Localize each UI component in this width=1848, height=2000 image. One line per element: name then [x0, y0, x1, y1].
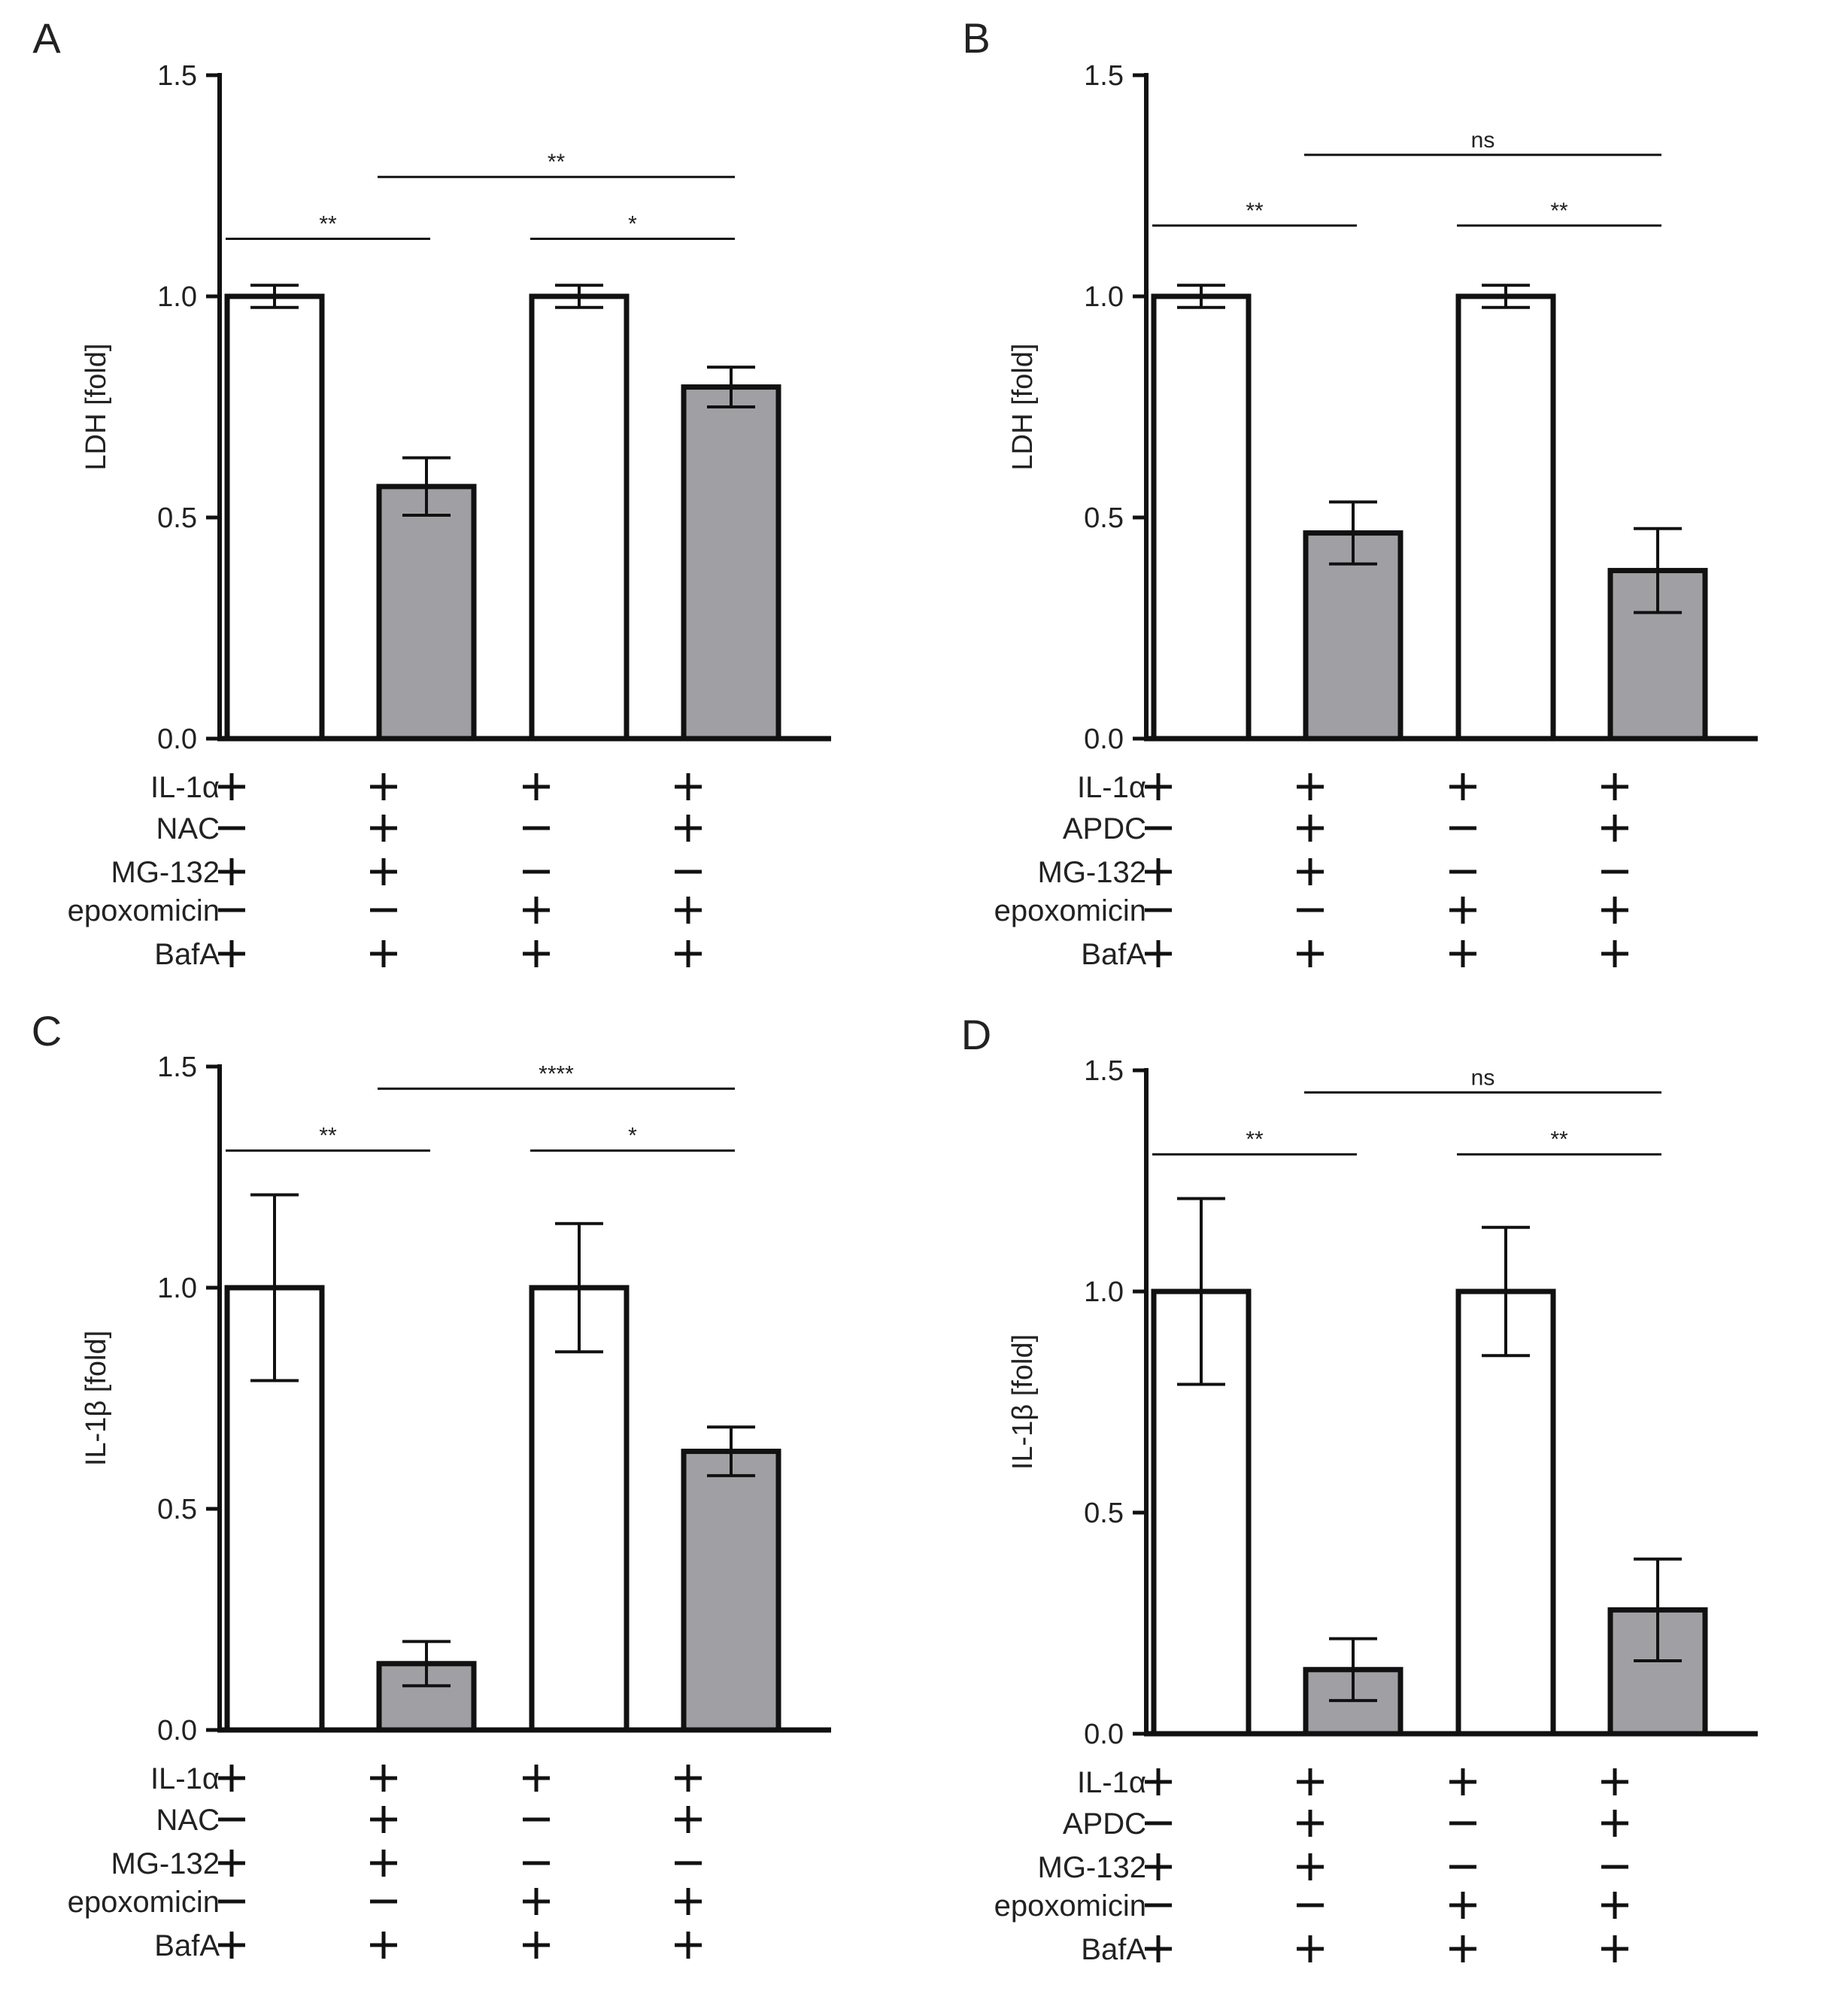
- significance-label: ****: [539, 1061, 574, 1086]
- y-tick-label: 0.5: [157, 1494, 197, 1525]
- bar: [681, 1449, 781, 1733]
- y-tick-label: 0.0: [157, 724, 197, 755]
- panel-c: C0.00.51.01.5IL-1β [fold]** *****IL-1αNAC…: [32, 1007, 831, 1962]
- treatment-label: MG-132: [1038, 856, 1147, 889]
- y-axis-label: IL-1β [fold]: [80, 1331, 112, 1466]
- treatment-label: epoxomicin: [68, 1886, 220, 1919]
- significance-label: **: [319, 1124, 337, 1149]
- y-tick-label: 1.5: [1084, 60, 1124, 92]
- bar: [1151, 293, 1252, 742]
- treatment-label: epoxomicin: [994, 1889, 1146, 1923]
- significance-label: *: [628, 212, 637, 237]
- treatment-label: BafA: [154, 938, 220, 971]
- bar: [1455, 1288, 1556, 1737]
- significance-label: **: [1550, 199, 1568, 223]
- y-tick-label: 1.5: [157, 60, 197, 92]
- significance-label: **: [548, 150, 566, 175]
- bar: [529, 293, 630, 742]
- y-tick-label: 1.0: [1084, 1276, 1124, 1308]
- y-tick-label: 0.0: [1084, 724, 1124, 755]
- treatment-label: APDC: [1063, 812, 1146, 845]
- y-tick-label: 1.5: [157, 1052, 197, 1083]
- bar: [1303, 530, 1403, 742]
- panel-letter: D: [961, 1011, 991, 1058]
- panel-letter: B: [962, 14, 990, 62]
- significance-label: ns: [1471, 1065, 1495, 1090]
- significance-label: **: [319, 212, 337, 237]
- treatment-label: IL-1α: [1077, 771, 1146, 804]
- significance-label: ns: [1471, 128, 1495, 153]
- treatment-label: MG-132: [1038, 1851, 1147, 1884]
- significance-label: **: [1246, 199, 1264, 223]
- bar: [376, 484, 477, 742]
- bar: [224, 293, 325, 742]
- panel-d: D 0.0 0.5 1.0 1.5 IL-1β [fold] ** ** ns IL-1α APDC…: [961, 1011, 1758, 1966]
- treatment-label: NAC: [156, 1804, 220, 1837]
- panel-letter: C: [32, 1007, 62, 1055]
- y-tick-label: 0.5: [1084, 502, 1124, 534]
- treatment-label: epoxomicin: [994, 894, 1146, 927]
- bar: [681, 384, 781, 742]
- treatment-label: IL-1α: [1077, 1766, 1146, 1799]
- y-tick-label: 1.0: [1084, 281, 1124, 313]
- treatment-label: IL-1α: [150, 1762, 220, 1795]
- treatment-label: BafA: [154, 1929, 220, 1962]
- treatment-label: MG-132: [111, 856, 220, 889]
- y-tick-label: 1.0: [157, 281, 197, 313]
- panel-b: B 0.0 0.5 1.0 1.5 LDH [fold] ** ** ns IL-1α APDC MG…: [962, 14, 1758, 971]
- y-tick-label: 0.5: [1084, 1498, 1124, 1529]
- treatment-label: IL-1α: [150, 771, 220, 804]
- significance-label: **: [1246, 1127, 1264, 1152]
- treatment-label: MG-132: [111, 1847, 220, 1880]
- significance-label: *: [628, 1124, 637, 1149]
- bar: [1455, 293, 1556, 742]
- panel-letter: A: [32, 14, 61, 62]
- treatment-label: BafA: [1081, 938, 1146, 971]
- y-tick-label: 0.0: [1084, 1719, 1124, 1750]
- treatment-label: NAC: [156, 812, 220, 845]
- treatment-label: BafA: [1081, 1933, 1146, 1966]
- y-tick-label: 0.0: [157, 1715, 197, 1747]
- significance-label: **: [1550, 1127, 1568, 1152]
- y-tick-label: 0.5: [157, 502, 197, 534]
- y-tick-label: 1.0: [157, 1273, 197, 1304]
- y-tick-label: 1.5: [1084, 1055, 1124, 1087]
- y-axis-label: LDH [fold]: [80, 344, 112, 471]
- treatment-label: APDC: [1063, 1807, 1146, 1841]
- treatment-label: epoxomicin: [68, 894, 220, 927]
- y-axis-label: IL-1β [fold]: [1007, 1334, 1039, 1470]
- y-axis-label: LDH [fold]: [1007, 344, 1039, 471]
- bar: [529, 1285, 630, 1733]
